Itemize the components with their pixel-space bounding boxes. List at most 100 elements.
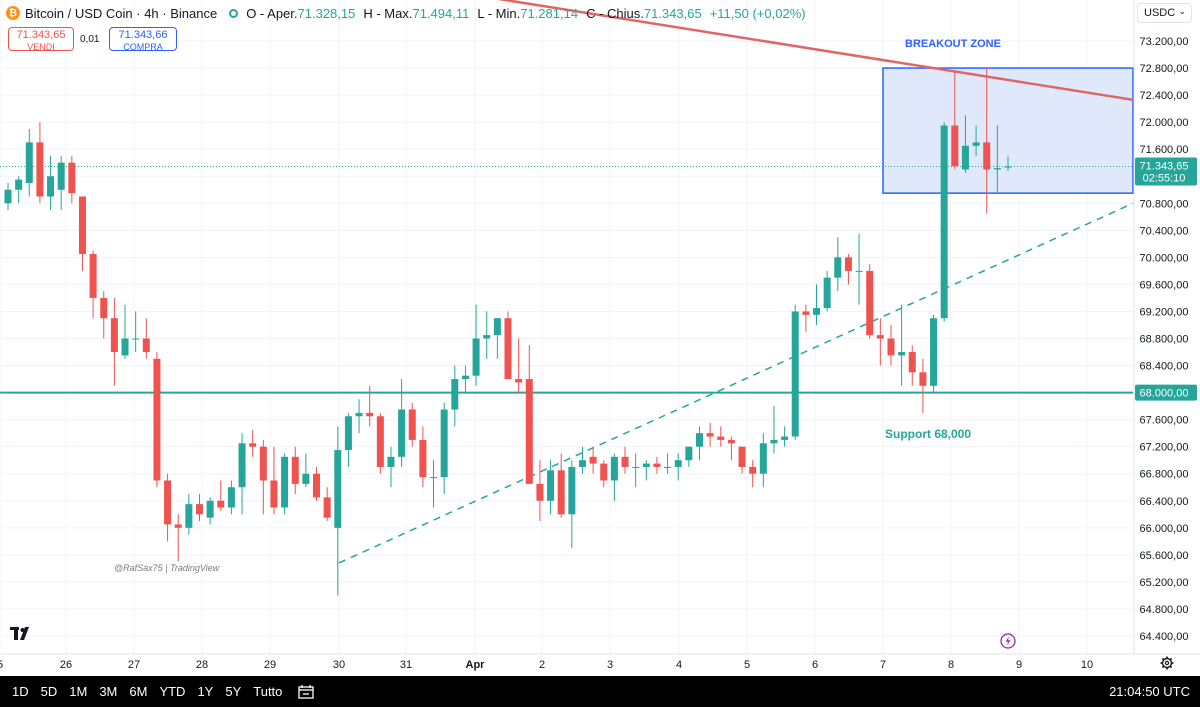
candle[interactable] <box>717 426 725 447</box>
last-price-tag[interactable] <box>1135 157 1197 186</box>
candle[interactable] <box>940 122 948 322</box>
candle[interactable] <box>153 352 161 488</box>
candle[interactable] <box>334 426 342 596</box>
candle[interactable] <box>408 402 416 447</box>
breakout-zone-rectangle[interactable] <box>882 67 1134 194</box>
candle[interactable] <box>164 473 172 542</box>
support-price-tag[interactable] <box>1135 384 1197 401</box>
candle[interactable] <box>664 453 672 474</box>
candle[interactable] <box>876 318 884 366</box>
candle[interactable] <box>344 412 352 467</box>
candle[interactable] <box>557 453 565 518</box>
candle[interactable] <box>195 494 203 522</box>
candle[interactable] <box>483 311 491 359</box>
candle[interactable] <box>515 338 523 393</box>
candle[interactable] <box>493 318 501 359</box>
candle[interactable] <box>578 446 586 474</box>
candle[interactable] <box>270 446 278 515</box>
candle[interactable] <box>749 460 757 488</box>
candle[interactable] <box>610 453 618 501</box>
candle[interactable] <box>398 379 406 467</box>
candle[interactable] <box>993 125 1001 194</box>
symbol-legend[interactable]: ₿ Bitcoin / USD Coin · 4h · Binance O - … <box>0 0 806 26</box>
candle[interactable] <box>887 324 895 366</box>
timeframe-button[interactable]: 1M <box>69 684 88 699</box>
candle[interactable] <box>110 297 118 386</box>
candle[interactable] <box>238 433 246 515</box>
candle[interactable] <box>57 155 65 211</box>
candle[interactable] <box>440 402 448 495</box>
candle[interactable] <box>653 456 661 474</box>
candle[interactable] <box>185 494 193 535</box>
timeframe-button[interactable]: YTD <box>159 684 186 699</box>
candle[interactable] <box>36 122 44 204</box>
buy-button[interactable]: 71.343,66 COMPRA <box>109 27 177 52</box>
timeframe-button[interactable]: 3M <box>99 684 118 699</box>
calendar-range-icon[interactable] <box>296 683 316 701</box>
candle[interactable] <box>281 453 289 515</box>
candle[interactable] <box>961 115 969 173</box>
candle[interactable] <box>376 412 384 474</box>
candle[interactable] <box>802 304 810 332</box>
candle[interactable] <box>536 460 544 522</box>
sell-button[interactable]: 71.343,65 VENDI <box>8 27 74 52</box>
tradingview-logo-icon[interactable] <box>10 626 34 646</box>
candle[interactable] <box>844 253 852 285</box>
candle[interactable] <box>4 182 12 211</box>
candle[interactable] <box>642 460 650 481</box>
candle[interactable] <box>547 460 555 515</box>
timeframe-button[interactable]: 1Y <box>197 684 214 699</box>
candle[interactable] <box>951 71 959 170</box>
candle[interactable] <box>525 345 533 484</box>
candle[interactable] <box>78 196 86 271</box>
candle[interactable] <box>695 426 703 461</box>
currency-selector[interactable]: USDC ⌄ <box>1137 3 1192 23</box>
candle[interactable] <box>259 439 267 515</box>
candle[interactable] <box>15 176 23 204</box>
candle[interactable] <box>355 399 363 434</box>
symbol-title[interactable]: Bitcoin / USD Coin · 4h · Binance <box>25 5 218 21</box>
candle[interactable] <box>174 514 182 562</box>
candle[interactable] <box>142 318 150 359</box>
candle[interactable] <box>706 423 714 447</box>
candle[interactable] <box>366 385 374 427</box>
candle[interactable] <box>472 304 480 386</box>
candle[interactable] <box>302 453 310 488</box>
utc-clock[interactable]: 21:04:50 UTC <box>1109 684 1190 699</box>
candle[interactable] <box>47 155 55 211</box>
candle[interactable] <box>781 426 789 447</box>
gear-icon[interactable] <box>1160 656 1174 670</box>
candle[interactable] <box>972 125 980 156</box>
candle[interactable] <box>621 446 629 474</box>
candle[interactable] <box>674 453 682 481</box>
timeframe-button[interactable]: Tutto <box>253 684 283 699</box>
candle[interactable] <box>387 446 395 488</box>
candle[interactable] <box>249 429 257 457</box>
candle[interactable] <box>823 270 831 312</box>
candle[interactable] <box>600 460 608 488</box>
candle[interactable] <box>227 480 235 515</box>
candle[interactable] <box>100 291 108 339</box>
resistance-trendline[interactable] <box>455 0 1134 102</box>
candle[interactable] <box>430 460 438 508</box>
candle[interactable] <box>313 466 321 501</box>
candle[interactable] <box>866 264 874 339</box>
candle[interactable] <box>919 358 927 413</box>
candle[interactable] <box>834 237 842 292</box>
candle[interactable] <box>217 480 225 511</box>
candle[interactable] <box>121 304 129 359</box>
candle[interactable] <box>68 155 76 204</box>
candle[interactable] <box>25 128 33 197</box>
candle[interactable] <box>855 233 863 305</box>
candle[interactable] <box>451 365 459 427</box>
candle[interactable] <box>568 460 576 549</box>
candle[interactable] <box>738 446 746 474</box>
timeframe-button[interactable]: 6M <box>129 684 148 699</box>
candle[interactable] <box>908 345 916 386</box>
candle[interactable] <box>323 487 331 522</box>
timeframe-button[interactable]: 5Y <box>225 684 242 699</box>
candle[interactable] <box>291 446 299 495</box>
candle[interactable] <box>1004 156 1012 171</box>
lightning-icon[interactable] <box>1000 633 1016 649</box>
timeframe-button[interactable]: 5D <box>40 684 58 699</box>
